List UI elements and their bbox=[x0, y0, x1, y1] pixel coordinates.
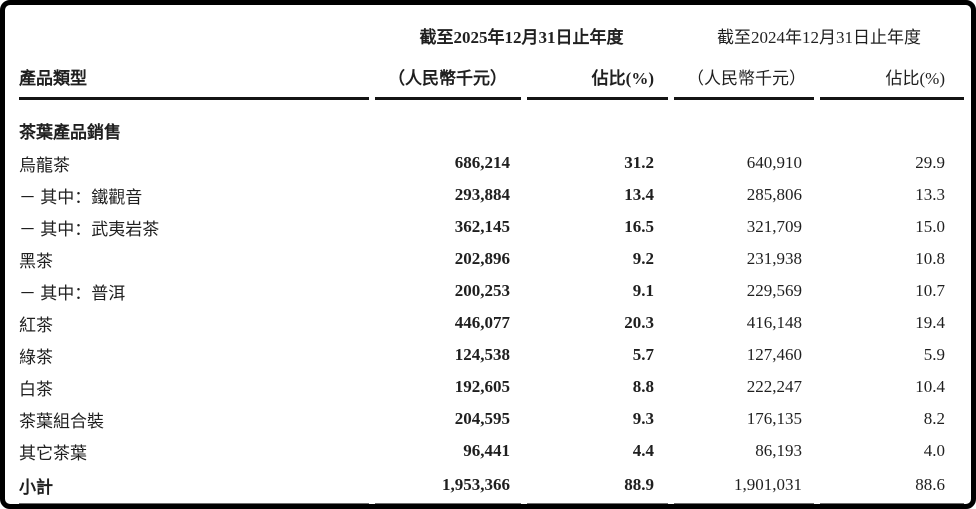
share-2025: 8.8 bbox=[632, 377, 654, 396]
amount-2025: 686,214 bbox=[454, 153, 510, 172]
product-sales-table: 截至2025年12月31日止年度 截至2024年12月31日止年度 產品類型 （… bbox=[13, 12, 970, 504]
share-2024: 10.7 bbox=[915, 281, 945, 300]
amount-2024: 86,193 bbox=[755, 441, 802, 460]
subtotal-share-2025: 88.9 bbox=[527, 467, 668, 504]
amount-2024: 229,569 bbox=[746, 281, 802, 300]
row-label: 白茶 bbox=[19, 379, 53, 399]
row-label: － 其中：武夷岩茶 bbox=[19, 219, 160, 239]
share-2025: 31.2 bbox=[624, 153, 654, 172]
period-2024-title: 截至2024年12月31日止年度 bbox=[717, 28, 921, 47]
share-2025: 13.4 bbox=[624, 185, 654, 204]
amount-2024: 416,148 bbox=[746, 313, 802, 332]
amount-2025: 200,253 bbox=[454, 281, 510, 300]
subtotal-amount-2024: 1,901,031 bbox=[674, 467, 814, 504]
column-header-amount-2025: （人民幣千元） bbox=[375, 51, 521, 100]
period-header-row: 截至2025年12月31日止年度 截至2024年12月31日止年度 bbox=[19, 12, 964, 51]
share-2025: 16.5 bbox=[624, 217, 654, 236]
amount-2024: 321,709 bbox=[746, 217, 802, 236]
table-row: － 其中：武夷岩茶 362,145 16.5 321,709 15.0 bbox=[19, 211, 964, 243]
share-2024: 19.4 bbox=[915, 313, 945, 332]
amount-2025: 192,605 bbox=[454, 377, 510, 396]
row-label: 茶葉組合裝 bbox=[19, 411, 104, 431]
row-label: 綠茶 bbox=[19, 347, 53, 367]
row-label: 其它茶葉 bbox=[19, 443, 87, 463]
row-label: － 其中：鐵觀音 bbox=[19, 187, 143, 207]
table-row: 紅茶 446,077 20.3 416,148 19.4 bbox=[19, 307, 964, 339]
amount-2025: 124,538 bbox=[454, 345, 510, 364]
subtotal-share-2024: 88.6 bbox=[820, 467, 964, 504]
table-row: 烏龍茶 686,214 31.2 640,910 29.9 bbox=[19, 147, 964, 179]
subtotal-row: 小計 1,953,366 88.9 1,901,031 88.6 bbox=[19, 467, 964, 504]
share-2024: 5.9 bbox=[923, 345, 945, 364]
column-header-share-2025: 佔比(%) bbox=[527, 51, 668, 100]
header-spacer bbox=[19, 12, 369, 51]
share-2024: 29.9 bbox=[915, 153, 945, 172]
section-title: 茶葉產品銷售 bbox=[19, 122, 121, 142]
amount-2024: 231,938 bbox=[746, 249, 802, 268]
share-2024: 8.2 bbox=[923, 409, 945, 428]
subtotal-label: 小計 bbox=[19, 467, 369, 504]
share-2025: 20.3 bbox=[624, 313, 654, 332]
amount-2025: 293,884 bbox=[454, 185, 510, 204]
column-header-product-type: 產品類型 bbox=[19, 51, 369, 100]
share-2025: 9.3 bbox=[632, 409, 654, 428]
period-2025-title: 截至2025年12月31日止年度 bbox=[419, 28, 624, 47]
row-label: 烏龍茶 bbox=[19, 155, 70, 175]
share-2024: 10.8 bbox=[915, 249, 945, 268]
amount-2025: 362,145 bbox=[454, 217, 510, 236]
table-row: 其它茶葉 96,441 4.4 86,193 4.0 bbox=[19, 435, 964, 467]
share-2024: 4.0 bbox=[923, 441, 945, 460]
share-2025: 9.2 bbox=[632, 249, 654, 268]
row-label: － 其中：普洱 bbox=[19, 283, 126, 303]
amount-2025: 204,595 bbox=[454, 409, 510, 428]
share-2024: 15.0 bbox=[915, 217, 945, 236]
section-header-row: 茶葉產品銷售 bbox=[19, 113, 964, 147]
column-header-amount-2024: （人民幣千元） bbox=[674, 51, 814, 100]
table-row: 綠茶 124,538 5.7 127,460 5.9 bbox=[19, 339, 964, 371]
amount-2025: 202,896 bbox=[454, 249, 510, 268]
share-2025: 5.7 bbox=[632, 345, 654, 364]
amount-2024: 176,135 bbox=[746, 409, 802, 428]
column-header-share-2024: 佔比(%) bbox=[820, 51, 964, 100]
row-label: 紅茶 bbox=[19, 315, 53, 335]
share-2025: 9.1 bbox=[632, 281, 654, 300]
amount-2024: 640,910 bbox=[746, 153, 802, 172]
row-label: 黑茶 bbox=[19, 251, 53, 271]
amount-2024: 222,247 bbox=[746, 377, 802, 396]
amount-2024: 127,460 bbox=[746, 345, 802, 364]
amount-2025: 96,441 bbox=[463, 441, 510, 460]
spacer-row bbox=[19, 100, 964, 113]
column-header-row: 產品類型 （人民幣千元） 佔比(%) （人民幣千元） 佔比(%) bbox=[19, 51, 964, 100]
share-2024: 13.3 bbox=[915, 185, 945, 204]
amount-2025: 446,077 bbox=[454, 313, 510, 332]
table-row: 茶葉組合裝 204,595 9.3 176,135 8.2 bbox=[19, 403, 964, 435]
share-2024: 10.4 bbox=[915, 377, 945, 396]
table-row: － 其中：鐵觀音 293,884 13.4 285,806 13.3 bbox=[19, 179, 964, 211]
table-row: 白茶 192,605 8.8 222,247 10.4 bbox=[19, 371, 964, 403]
amount-2024: 285,806 bbox=[746, 185, 802, 204]
table-row: 黑茶 202,896 9.2 231,938 10.8 bbox=[19, 243, 964, 275]
table-row: － 其中：普洱 200,253 9.1 229,569 10.7 bbox=[19, 275, 964, 307]
subtotal-amount-2025: 1,953,366 bbox=[375, 467, 521, 504]
share-2025: 4.4 bbox=[632, 441, 654, 460]
